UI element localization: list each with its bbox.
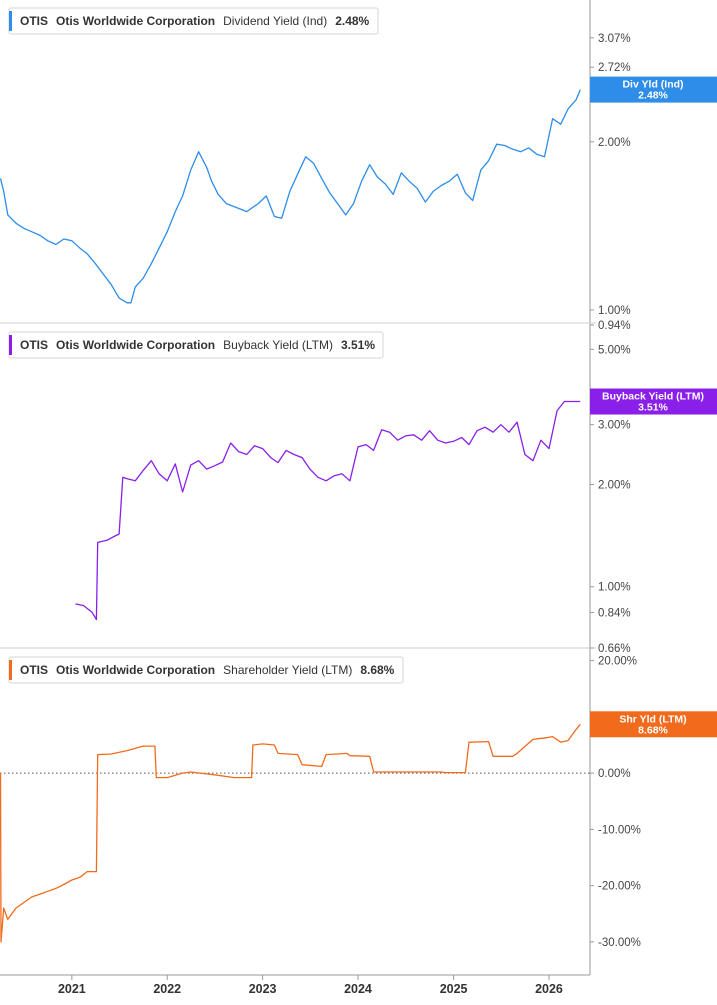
series-line [0,723,581,943]
legend-metric: Buyback Yield (LTM) [223,338,333,352]
legend-company: Otis Worldwide Corporation [56,663,215,677]
legend-value: 2.48% [335,14,369,28]
x-tick-label: 2021 [58,982,86,996]
value-tag-label: 3.51% [638,402,668,414]
y-tick-label: 1.00% [598,305,631,317]
legend-header: OTIS Otis Worldwide Corporation Buyback Yi… [8,331,384,359]
y-tick-label: 20.00% [598,656,637,668]
legend-company: Otis Worldwide Corporation [56,14,215,28]
legend-header: OTIS Otis Worldwide Corporation Shareholde… [8,656,404,684]
value-tag: Buyback Yield (LTM)3.51% [590,388,717,415]
value-tag: Shr Yld (LTM)8.68% [590,711,717,738]
y-tick-label: 2.00% [598,137,631,149]
legend-ticker: OTIS [20,663,48,677]
value-tag-bg [590,711,717,738]
y-tick-label: 3.00% [598,420,631,432]
legend-text: OTIS Otis Worldwide Corporation Shareholde… [20,663,395,677]
legend-company: Otis Worldwide Corporation [56,338,215,352]
x-tick-label: 2023 [249,982,277,996]
legend-value: 3.51% [341,338,375,352]
x-tick-label: 2022 [153,982,181,996]
x-tick-label: 2024 [344,982,372,996]
panel-3: 20.00% 0.00% -10.00% -20.00% -30.00% OTIS Otis… [0,656,717,949]
legend-text: OTIS Otis Worldwide Corporation Dividend Y… [20,14,370,28]
value-tag-label: Shr Yld (LTM) [619,713,686,725]
y-tick-label: 0.00% [598,768,631,780]
y-tick-label: -30.00% [598,937,641,949]
y-tick-label: 5.00% [598,344,631,356]
legend-ticker: OTIS [20,14,48,28]
series-line [0,89,581,304]
y-tick-label: 0.66% [598,643,631,655]
legend-metric: Dividend Yield (Ind) [223,14,327,28]
y-tick-label: 2.72% [598,62,631,74]
value-tag-label: Div Yld (Ind) [622,79,683,91]
value-tag: Div Yld (Ind)2.48% [590,76,717,103]
y-tick-label: -10.00% [598,824,641,836]
y-tick-label: 1.00% [598,582,631,594]
x-tick-label: 2026 [535,982,563,996]
panel-1: 3.07% 2.72% 2.00% 1.00% 0.94% OTIS Otis Worldw… [0,7,717,332]
x-tick-label: 2025 [440,982,468,996]
legend-ticker: OTIS [20,338,48,352]
legend-color-bar [9,660,12,680]
legend-color-bar [9,11,12,31]
value-tag-label: 2.48% [638,90,668,102]
y-tick-label: 0.84% [598,607,631,619]
series-line [75,400,581,621]
legend-value: 8.68% [360,663,394,677]
panel-2: 5.00% 3.00% 2.00% 1.00% 0.84% 0.66% OTIS Otis W… [8,331,717,655]
y-tick-label: -20.00% [598,881,641,893]
legend-metric: Shareholder Yield (LTM) [223,663,352,677]
value-tag-bg [590,76,717,103]
legend-header: OTIS Otis Worldwide Corporation Dividend Y… [8,7,379,35]
value-tag-bg [590,388,717,415]
y-tick-label: 2.00% [598,479,631,491]
y-tick-label: 3.07% [598,33,631,45]
legend-color-bar [9,335,12,355]
value-tag-label: 8.68% [638,724,668,736]
legend-text: OTIS Otis Worldwide Corporation Buyback Yi… [20,338,375,352]
y-tick-label: 0.94% [598,320,631,332]
value-tag-label: Buyback Yield (LTM) [602,391,704,403]
